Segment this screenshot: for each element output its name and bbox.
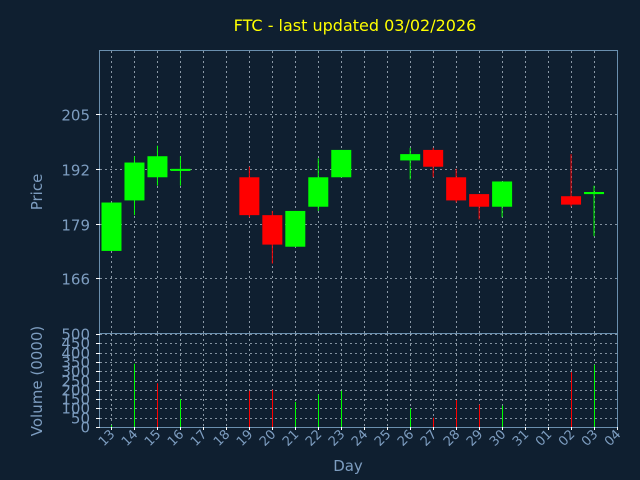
candle-body bbox=[400, 154, 421, 161]
candle bbox=[400, 147, 421, 180]
x-axis-ticks: 13 14 15 16 17 18 19 20 21 22 23 24 25 26 27 28 29 30 31 01… bbox=[96, 427, 624, 450]
volume-plot-border bbox=[99, 333, 618, 428]
volume-bars bbox=[111, 363, 595, 427]
candle bbox=[239, 166, 260, 218]
candle bbox=[469, 194, 490, 220]
volume-tick-label: 0 bbox=[80, 419, 90, 437]
candle-body bbox=[492, 181, 513, 207]
volume-tick-label: 100 bbox=[61, 400, 90, 418]
volume-tick-label: 400 bbox=[61, 345, 90, 363]
candle bbox=[423, 147, 444, 178]
candle-body bbox=[308, 177, 329, 207]
price-axis-label: Price bbox=[28, 174, 46, 211]
volume-tick-label: 500 bbox=[61, 326, 90, 344]
price-panel: 166 179 192 205 Price bbox=[28, 50, 618, 334]
candle bbox=[285, 210, 306, 247]
price-tick-label: 205 bbox=[61, 107, 90, 125]
volume-tick-label: 200 bbox=[61, 382, 90, 400]
candle-body bbox=[262, 215, 283, 245]
volume-tick-label: 450 bbox=[61, 335, 90, 353]
candle-body bbox=[170, 168, 191, 171]
x-axis-label: Day bbox=[333, 457, 363, 475]
candle bbox=[308, 158, 329, 211]
candle bbox=[147, 145, 168, 186]
volume-tick-label: 300 bbox=[61, 363, 90, 381]
volume-tick-label: 350 bbox=[61, 354, 90, 372]
candle-body bbox=[124, 162, 145, 201]
volume-tick-label: 150 bbox=[61, 391, 90, 409]
candle-body bbox=[147, 156, 168, 178]
price-tick-label: 179 bbox=[61, 217, 90, 235]
candle bbox=[584, 185, 605, 237]
candle-body bbox=[101, 202, 122, 251]
price-candles bbox=[101, 145, 605, 264]
candle-body bbox=[239, 177, 260, 216]
candle bbox=[331, 149, 352, 178]
volume-axis-label: Volume (0000) bbox=[28, 326, 46, 436]
price-tick-label: 166 bbox=[61, 271, 90, 289]
candle bbox=[446, 168, 467, 203]
candle-body bbox=[423, 149, 444, 167]
candle-body bbox=[584, 192, 605, 195]
candle bbox=[262, 210, 283, 264]
candle-body bbox=[561, 196, 582, 205]
candle bbox=[492, 181, 513, 218]
candle bbox=[101, 202, 122, 251]
candle-body bbox=[285, 210, 306, 247]
candle bbox=[124, 156, 145, 216]
candle-body bbox=[331, 149, 352, 178]
candle-body bbox=[469, 194, 490, 207]
candle bbox=[170, 156, 191, 186]
volume-tick-label: 50 bbox=[71, 410, 90, 428]
price-axis-ticks: 166 179 192 205 bbox=[61, 107, 100, 289]
candle-body bbox=[446, 177, 467, 201]
price-tick-label: 192 bbox=[61, 162, 90, 180]
candle bbox=[561, 154, 582, 207]
volume-tick-label: 250 bbox=[61, 373, 90, 391]
chart-title: FTC - last updated 03/02/2026 bbox=[234, 16, 477, 35]
